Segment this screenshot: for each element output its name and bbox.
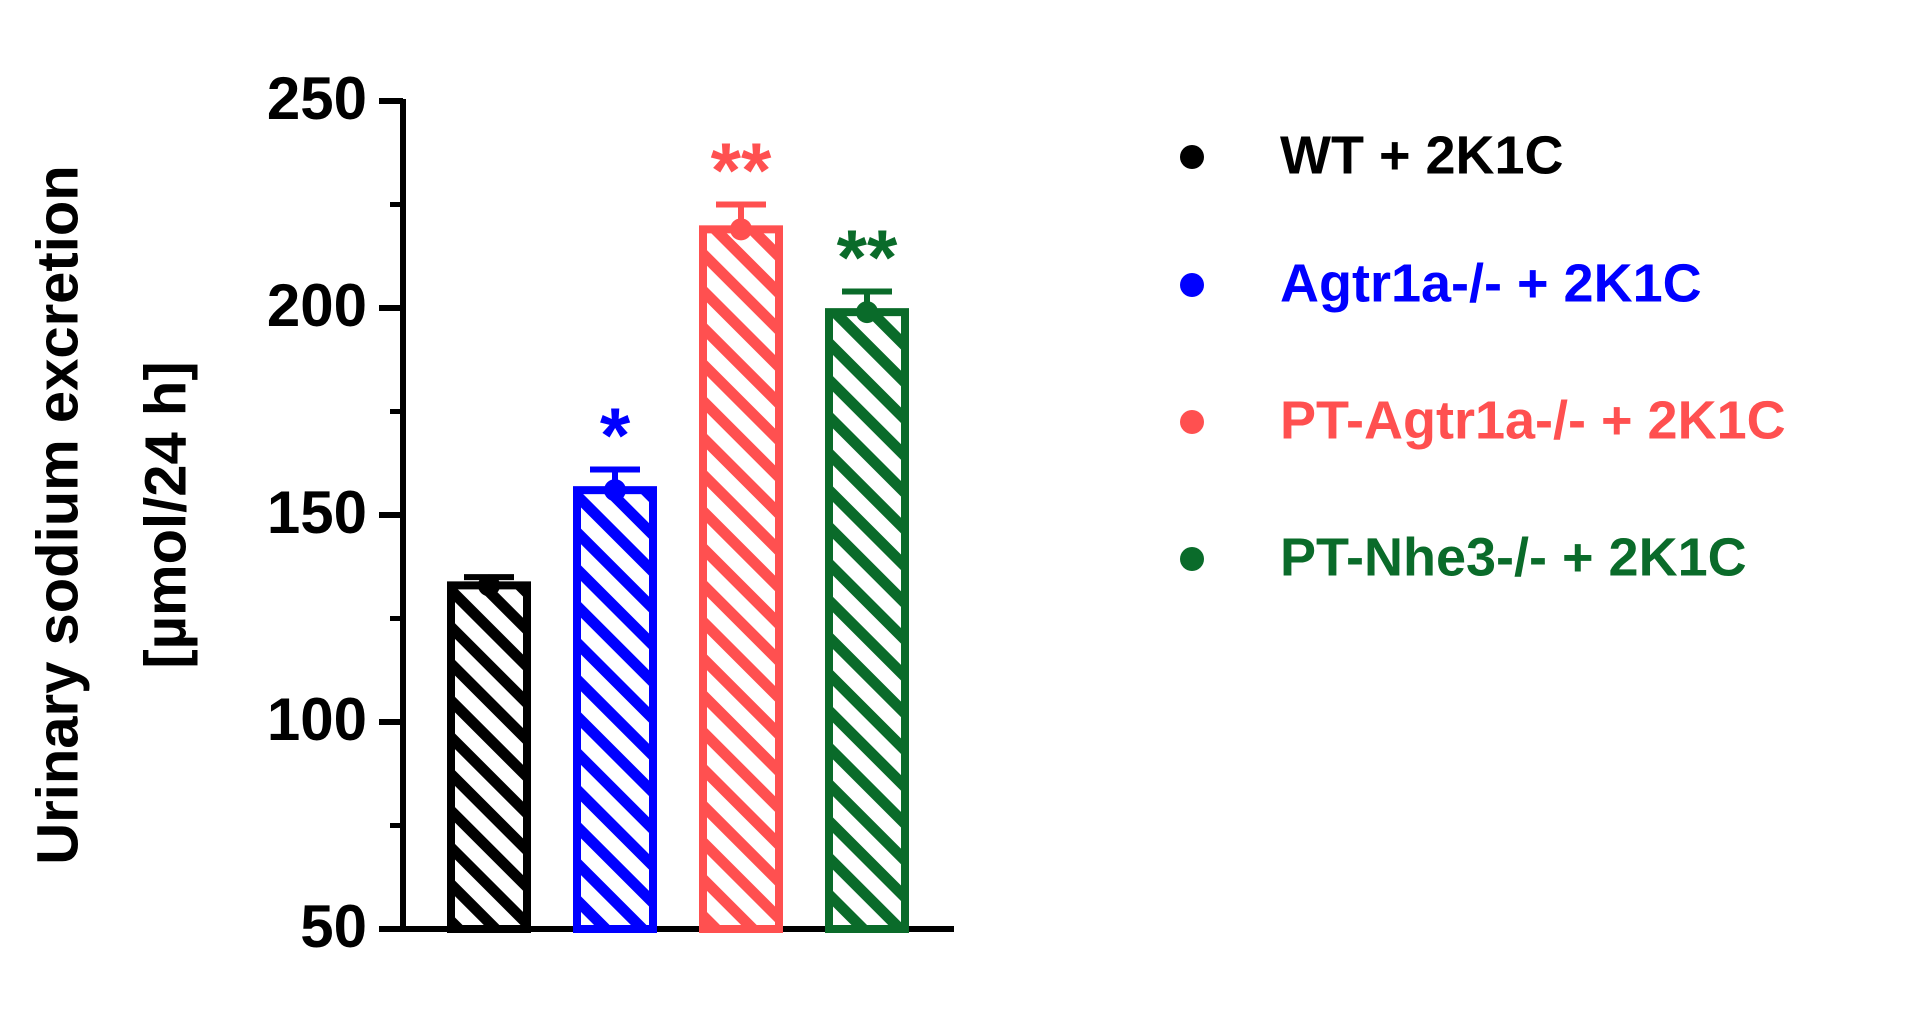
- legend-marker: [1180, 145, 1204, 169]
- bar: [447, 581, 531, 933]
- y-tick-label: 150: [267, 479, 367, 546]
- bar: [573, 486, 657, 933]
- mean-dot: [478, 574, 500, 597]
- y-axis-label: Urinary sodium excretion: [25, 165, 90, 864]
- annotation: *: [600, 391, 631, 479]
- legend-label: WT + 2K1C: [1280, 125, 1564, 185]
- y-tick-label: 50: [300, 893, 367, 960]
- mean-dot: [730, 218, 752, 241]
- bar: [825, 308, 909, 933]
- legend-marker: [1180, 273, 1204, 297]
- annotation: **: [711, 126, 772, 214]
- legend-label: Agtr1a-/- + 2K1C: [1280, 253, 1702, 313]
- legend-label: PT-Agtr1a-/- + 2K1C: [1280, 390, 1786, 450]
- y-axis-label: [µmol/24 h]: [133, 361, 198, 668]
- mean-dot: [604, 479, 626, 502]
- y-tick-label: 250: [267, 65, 367, 132]
- bar: [699, 225, 783, 933]
- annotation: **: [837, 213, 898, 301]
- legend-marker: [1180, 410, 1204, 434]
- legend-label: PT-Nhe3-/- + 2K1C: [1280, 527, 1747, 587]
- y-tick-label: 100: [267, 686, 367, 753]
- legend-marker: [1180, 547, 1204, 571]
- y-tick-label: 200: [267, 272, 367, 339]
- mean-dot: [856, 301, 878, 324]
